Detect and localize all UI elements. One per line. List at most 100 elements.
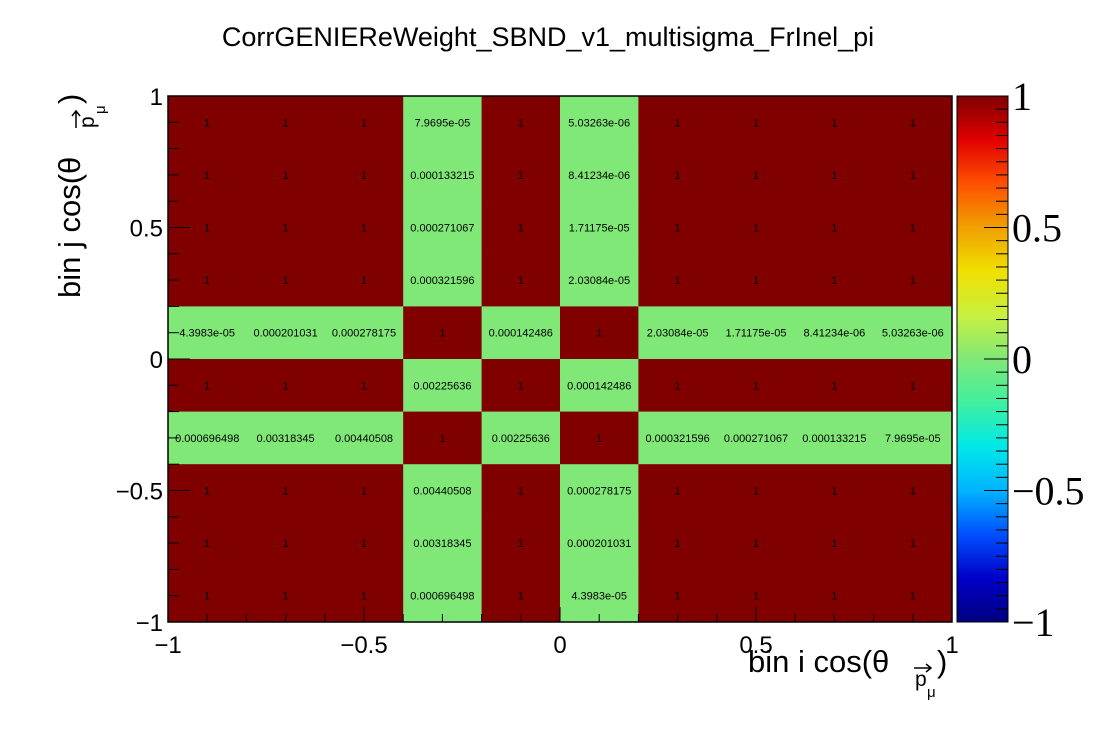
x-axis-ticks: −1 −0.5 0 0.5 1 <box>154 607 959 659</box>
heatmap-cell <box>560 306 639 360</box>
heatmap-cell <box>246 96 326 150</box>
cell-value-label: 1 <box>596 433 602 445</box>
heatmap-cell <box>873 306 953 360</box>
heatmap-cell <box>638 359 718 413</box>
cell-value-label: 1 <box>283 170 289 182</box>
heatmap-cell <box>638 253 718 307</box>
heatmap-cell <box>873 464 953 518</box>
color-scale-tick-label: 1 <box>1012 74 1032 119</box>
heatmap-cell <box>168 253 247 307</box>
heatmap-cell <box>560 411 639 465</box>
color-scale-tick-label: 0 <box>1012 337 1032 382</box>
cell-value-label: 1 <box>283 591 289 603</box>
heatmap-cell <box>481 201 561 255</box>
x-axis-label-close: ) <box>937 644 947 679</box>
color-scale-bar: −1 −0.5 0 0.5 1 <box>956 74 1085 645</box>
x-tick-label: 0 <box>553 632 566 659</box>
heatmap-cell <box>481 306 561 360</box>
y-tick-label: −0.5 <box>116 479 163 506</box>
cell-value-label: 1 <box>910 486 916 498</box>
heatmap-cell <box>716 464 796 518</box>
cell-value-label: 1.71175e-05 <box>569 223 630 235</box>
cell-value-label: 0.000271067 <box>724 433 788 445</box>
heatmap-cell <box>716 516 796 570</box>
y-axis-ticks: −1 −0.5 0 0.5 1 <box>116 84 190 637</box>
svg-text:bin j cos(θ: bin j cos(θ <box>52 157 87 298</box>
cell-value-label: 1 <box>361 486 367 498</box>
cell-value-label: 1 <box>283 486 289 498</box>
cell-value-label: 0.000201031 <box>253 328 317 340</box>
heatmap-cell <box>481 411 561 465</box>
cell-value-label: 1 <box>204 170 210 182</box>
heatmap-cell <box>638 201 718 255</box>
heatmap-cell <box>324 201 404 255</box>
cell-value-label: 1.71175e-05 <box>726 328 787 340</box>
cell-value-label: 2.03084e-05 <box>568 275 630 287</box>
cell-value-label: 1 <box>283 275 289 287</box>
cell-value-label: 1 <box>753 117 759 129</box>
y-tick-label: 1 <box>150 84 163 111</box>
heatmap-cell <box>168 306 247 360</box>
heatmap-cell <box>481 148 561 202</box>
cell-value-label: 1 <box>753 591 759 603</box>
heatmap-cell <box>403 464 483 518</box>
heatmap-cell <box>560 148 639 202</box>
y-axis-label: bin j cos(θ p μ ) <box>52 94 109 298</box>
heatmap-cell <box>168 516 247 570</box>
cell-value-label: 1 <box>283 538 289 550</box>
heatmap-cell <box>795 201 875 255</box>
heatmap-cell <box>560 464 639 518</box>
cell-value-label: 0.00440508 <box>335 433 393 445</box>
cell-value-label: 1 <box>675 170 681 182</box>
heatmap-cell <box>638 411 718 465</box>
heatmap-cell <box>560 253 639 307</box>
heatmap-cell <box>246 516 326 570</box>
heatmap-cell <box>168 411 247 465</box>
heatmap-cell <box>246 306 326 360</box>
heatmap-cell <box>795 306 875 360</box>
cell-value-label: 1 <box>518 170 524 182</box>
heatmap-cell <box>403 253 483 307</box>
heatmap-cell <box>638 96 718 150</box>
heatmap-cell <box>716 253 796 307</box>
heatmap-cell <box>560 569 639 623</box>
cell-value-label: 0.000278175 <box>332 328 396 340</box>
heatmap-cell <box>873 359 953 413</box>
svg-text:bin i cos(θ: bin i cos(θ <box>748 644 889 679</box>
cell-value-label: 1 <box>361 117 367 129</box>
heatmap-cell <box>246 253 326 307</box>
heatmap-cell <box>716 148 796 202</box>
heatmap-cell <box>873 253 953 307</box>
cell-value-label: 4.3983e-05 <box>571 591 627 603</box>
heatmap-cell <box>560 201 639 255</box>
cell-value-label: 1 <box>439 433 445 445</box>
cell-value-label: 1 <box>831 591 837 603</box>
heatmap-cell <box>403 306 483 360</box>
cell-value-label: 1 <box>831 538 837 550</box>
cell-value-label: 1 <box>753 275 759 287</box>
heatmap-cell <box>873 569 953 623</box>
x-axis-label-text: bin i cos(θ <box>748 644 889 679</box>
heatmap-cell <box>795 516 875 570</box>
heatmap-cell <box>324 306 404 360</box>
cell-value-label: 1 <box>831 486 837 498</box>
heatmap-cell <box>481 359 561 413</box>
cell-value-label: 8.41234e-06 <box>568 170 630 182</box>
heatmap-cell <box>246 464 326 518</box>
cell-value-label: 0.000321596 <box>645 433 709 445</box>
heatmap-cell <box>560 96 639 150</box>
heatmap-cells <box>168 96 953 623</box>
cell-value-label: 5.03263e-06 <box>882 328 944 340</box>
heatmap-cell <box>873 516 953 570</box>
cell-value-label: 1 <box>204 591 210 603</box>
cell-value-label: 0.00225636 <box>413 380 471 392</box>
cell-value-label: 1 <box>518 380 524 392</box>
cell-value-label: 1 <box>361 223 367 235</box>
color-scale-tick-label: 0.5 <box>1012 206 1062 251</box>
cell-value-label: 1 <box>753 170 759 182</box>
y-axis-label-text: bin j cos(θ <box>52 157 87 298</box>
cell-value-label: 1 <box>831 275 837 287</box>
heatmap-cell <box>560 516 639 570</box>
cell-value-label: 1 <box>283 117 289 129</box>
heatmap-cell <box>638 306 718 360</box>
